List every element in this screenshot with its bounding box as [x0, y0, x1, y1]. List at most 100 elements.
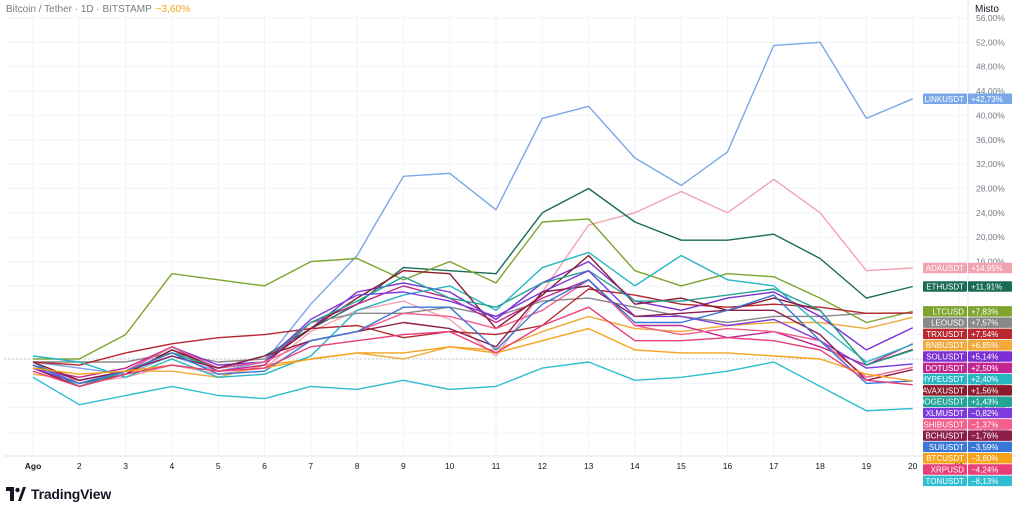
series-line-bnbusdt[interactable] [32, 315, 913, 381]
x-tick-label: 17 [769, 461, 779, 471]
series-line-bchusdt[interactable] [32, 285, 913, 381]
chart-header: Bitcoin / Tether · 1D · BITSTAMP −3,60% [6, 4, 190, 15]
tag-name: LTCUSD [933, 307, 965, 316]
scale-mode-label[interactable]: Misto [975, 4, 999, 15]
series-line-avaxusdt[interactable] [32, 254, 913, 388]
y-tick-label: 52,00% [976, 37, 1005, 47]
x-tick-label: 2 [77, 461, 82, 471]
series-tags: LINKUSDT +42,73% ADAUSDT +14,95% ETHUSDT +11,… [919, 93, 1012, 487]
tag-value: +2,50% [971, 364, 998, 373]
tag-bchusdt[interactable]: BCHUSDT −1,76% [923, 430, 1012, 441]
x-tick-label: 5 [216, 461, 221, 471]
x-tick-label: 10 [445, 461, 455, 471]
tag-value: −3,59% [971, 443, 998, 452]
tag-trxusdt[interactable]: TRXUSDT +7,54% [923, 328, 1012, 340]
tag-name: XLMUSDT [926, 409, 964, 418]
x-tick-label: 11 [492, 461, 501, 471]
tag-name: DOTUSDT [925, 364, 964, 373]
tag-solusdt[interactable]: SOLUSDT +5,14% [923, 351, 1012, 362]
x-tick-label: Ago [25, 461, 42, 471]
y-tick-label: 36,00% [976, 135, 1005, 145]
tag-value: +7,54% [971, 330, 998, 339]
grid [4, 16, 968, 456]
series-line-hypeusdt[interactable] [32, 251, 913, 378]
y-tick-label: 44,00% [976, 86, 1005, 96]
tag-name: XRPUSD [931, 466, 965, 475]
tag-value: +7,83% [971, 307, 998, 316]
tag-tonusdt[interactable]: TONUSDT −8,13% [923, 475, 1012, 487]
x-tick-label: 4 [170, 461, 175, 471]
y-tick-label: 32,00% [976, 159, 1005, 169]
series-line-tonusdt[interactable] [32, 361, 913, 412]
tag-value: +7,57% [971, 319, 998, 328]
tag-value: +14,95% [971, 264, 1003, 273]
tag-name: ETHUSDT [926, 282, 964, 291]
tag-suiusdt[interactable]: SUIUSDT −3,59% [923, 441, 1012, 453]
series-line-dogeusdt[interactable] [32, 270, 913, 388]
tag-name: BNBUSDT [926, 341, 964, 350]
x-tick-label: 7 [308, 461, 313, 471]
x-tick-label: 19 [862, 461, 872, 471]
x-tick-label: 9 [401, 461, 406, 471]
tradingview-logo-icon [6, 487, 26, 501]
tag-linkusdt[interactable]: LINKUSDT +42,73% [923, 93, 1012, 105]
series-line-xrpusd[interactable] [32, 306, 913, 388]
x-axis[interactable]: Ago23456789101112131415161718192021 [4, 455, 1016, 471]
x-tick-label: 8 [355, 461, 360, 471]
tag-name: LINKUSDT [924, 95, 964, 104]
tag-value: −8,13% [971, 477, 998, 486]
tag-xrpusd[interactable]: XRPUSD −4,24% [923, 464, 1012, 475]
tag-value: −4,24% [971, 466, 998, 475]
tag-name: BCHUSDT [925, 432, 964, 441]
y-tick-label: 28,00% [976, 183, 1005, 193]
x-tick-label: 20 [908, 461, 918, 471]
tag-xlmusdt[interactable]: XLMUSDT −0,82% [923, 407, 1012, 419]
tag-leousd[interactable]: LEOUSD +7,57% [923, 317, 1012, 328]
y-tick-label: 20,00% [976, 232, 1005, 242]
tag-adausdt[interactable]: ADAUSDT +14,95% [923, 262, 1012, 274]
symbol-title[interactable]: Bitcoin / Tether · 1D · BITSTAMP [6, 4, 152, 15]
tag-name: BTCUSDT [926, 454, 964, 463]
tag-value: +42,73% [971, 95, 1003, 104]
series-line-linkusdt[interactable] [32, 41, 913, 375]
y-tick-label: 48,00% [976, 62, 1005, 72]
tag-name: DOGEUSDT [919, 398, 964, 407]
series-line-trxusdt[interactable] [32, 288, 913, 366]
tag-name: TRXUSDT [926, 330, 964, 339]
tag-avaxusdt[interactable]: AVAXUSDT +1,56% [922, 385, 1012, 396]
tag-hypeusdt[interactable]: HYPEUSDT +2,40% [920, 373, 1012, 385]
tag-shibusdt[interactable]: SHIBUSDT −1,37% [923, 419, 1012, 430]
tag-ltcusd[interactable]: LTCUSD +7,83% [923, 306, 1012, 317]
series-line-suiusdt[interactable] [32, 279, 913, 385]
tag-name: AVAXUSDT [922, 386, 964, 395]
tradingview-logo[interactable]: TradingView [6, 486, 111, 502]
tag-value: +11,91% [971, 282, 1002, 291]
tag-dotusdt[interactable]: DOTUSDT +2,50% [923, 362, 1012, 374]
series-line-leousd[interactable] [33, 297, 913, 363]
y-tick-label: 56,00% [976, 13, 1005, 23]
tag-value: −3,60% [971, 454, 998, 463]
tag-name: SUIUSDT [929, 443, 964, 452]
y-tick-label: 24,00% [976, 208, 1005, 218]
tag-dogeusdt[interactable]: DOGEUSDT +1,43% [919, 396, 1012, 407]
x-tick-label: 18 [815, 461, 825, 471]
tag-name: ADAUSDT [926, 264, 964, 273]
x-tick-label: 13 [584, 461, 594, 471]
tag-bnbusdt[interactable]: BNBUSDT +6,85% [923, 339, 1012, 351]
series-line-shibusdt[interactable] [32, 279, 913, 385]
tag-btcusdt[interactable]: BTCUSDT −3,60% [923, 452, 1012, 464]
tag-value: −0,82% [971, 409, 998, 418]
series-lines [32, 41, 914, 412]
y-tick-label: 40,00% [976, 110, 1005, 120]
series-line-ltcusd[interactable] [33, 218, 913, 360]
x-tick-label: 14 [630, 461, 640, 471]
tag-name: SHIBUSDT [924, 420, 965, 429]
tag-value: −1,76% [971, 432, 998, 441]
tag-value: +1,56% [971, 386, 998, 395]
tag-value: +6,85% [971, 341, 998, 350]
tag-value: +5,14% [971, 353, 998, 362]
tag-name: LEOUSD [931, 319, 964, 328]
tag-ethusdt[interactable]: ETHUSDT +11,91% [923, 281, 1012, 292]
tag-name: SOLUSDT [926, 353, 964, 362]
